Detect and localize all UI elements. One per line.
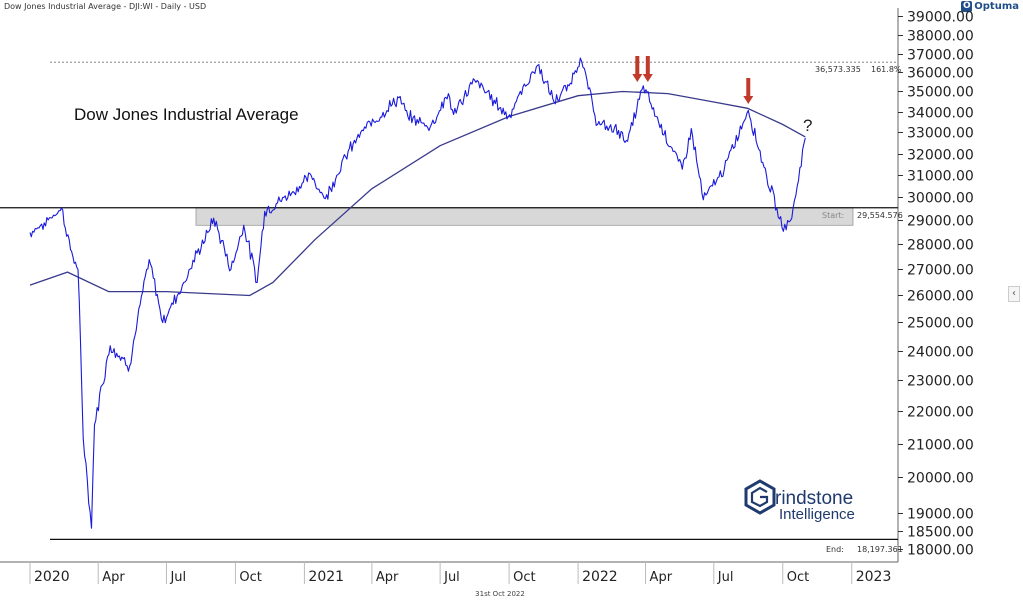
footer-date: 31st Oct 2022 xyxy=(475,590,525,598)
y-tick-label: 22000.00 xyxy=(907,405,974,421)
y-tick-label: 25000.00 xyxy=(907,316,974,332)
x-tick-label: Apr xyxy=(376,570,399,585)
arrow-head-icon-2 xyxy=(642,74,653,82)
watermark-line2: Intelligence xyxy=(779,506,855,523)
x-tick-label: Apr xyxy=(102,570,125,585)
top-pct-label: 161.8% xyxy=(871,65,902,74)
x-tick-label: Jul xyxy=(717,570,734,585)
optuma-logo-text: Optuma xyxy=(974,1,1019,12)
arrow-icon-1 xyxy=(635,56,640,74)
chart-title: Dow Jones Industrial Average xyxy=(74,105,299,124)
zone-start-value: 29,554.576 xyxy=(857,211,903,220)
x-tick-label: Oct xyxy=(239,570,261,585)
y-tick-label: 27000.00 xyxy=(907,263,974,279)
watermark-line1: rindstone xyxy=(775,488,853,509)
chart-header-title: Dow Jones Industrial Average - DJI:WI - … xyxy=(4,2,207,11)
x-tick-label: Jul xyxy=(169,570,186,585)
y-tick-label: 31000.00 xyxy=(907,169,974,185)
top-level-label: 36,573.335 xyxy=(815,65,861,74)
collapse-panel-icon[interactable]: ‹ xyxy=(1008,286,1020,302)
y-tick-label: 29000.00 xyxy=(907,214,974,230)
price-series-line xyxy=(29,57,806,529)
y-tick-label: 18000.00 xyxy=(907,543,974,559)
x-tick-label: 2022 xyxy=(582,569,618,585)
arrow-head-icon-1 xyxy=(632,74,643,82)
y-tick-label: 23000.00 xyxy=(907,374,974,390)
y-tick-label: 21000.00 xyxy=(907,438,974,454)
y-tick-label: 33000.00 xyxy=(907,126,974,142)
grindstone-hexagon-icon xyxy=(744,479,776,515)
x-tick-label: 2020 xyxy=(34,569,70,585)
y-tick-label: 18500.00 xyxy=(907,525,974,541)
y-tick-label: 24000.00 xyxy=(907,345,974,361)
arrow-head-icon-3 xyxy=(743,96,754,104)
y-tick-label: 34000.00 xyxy=(907,106,974,122)
x-tick-label: 2021 xyxy=(308,569,344,585)
end-label: End: xyxy=(826,545,844,554)
support-zone xyxy=(195,207,854,226)
y-tick-label: 39000.00 xyxy=(907,10,974,26)
y-tick-label: 35000.00 xyxy=(907,85,974,101)
y-tick-label: 37000.00 xyxy=(907,48,974,64)
x-tick-label: Oct xyxy=(787,570,809,585)
y-tick-label: 19000.00 xyxy=(907,507,974,523)
y-tick-label: 32000.00 xyxy=(907,148,974,164)
y-tick-label: 20000.00 xyxy=(907,471,974,487)
end-value: 18,197.361 xyxy=(857,545,903,554)
y-tick-label: 26000.00 xyxy=(907,289,974,305)
arrow-icon-2 xyxy=(645,56,650,74)
zone-start-label: Start: xyxy=(822,211,844,220)
arrow-icon-3 xyxy=(746,78,751,96)
x-tick-label: 2023 xyxy=(856,569,892,585)
y-tick-label: 38000.00 xyxy=(907,29,974,45)
moving-average-line xyxy=(29,90,806,297)
y-tick-label: 36000.00 xyxy=(907,66,974,82)
grindstone-watermark: rindstone Intelligence xyxy=(744,479,855,523)
y-tick-label: 28000.00 xyxy=(907,238,974,254)
x-tick-label: Oct xyxy=(513,570,535,585)
y-tick-label: 30000.00 xyxy=(907,191,974,207)
question-mark: ? xyxy=(803,116,812,135)
x-tick-label: Jul xyxy=(443,570,460,585)
x-tick-label: Apr xyxy=(650,570,673,585)
optuma-logo: O Optuma xyxy=(961,1,1019,12)
optuma-logo-icon: O xyxy=(961,1,973,12)
